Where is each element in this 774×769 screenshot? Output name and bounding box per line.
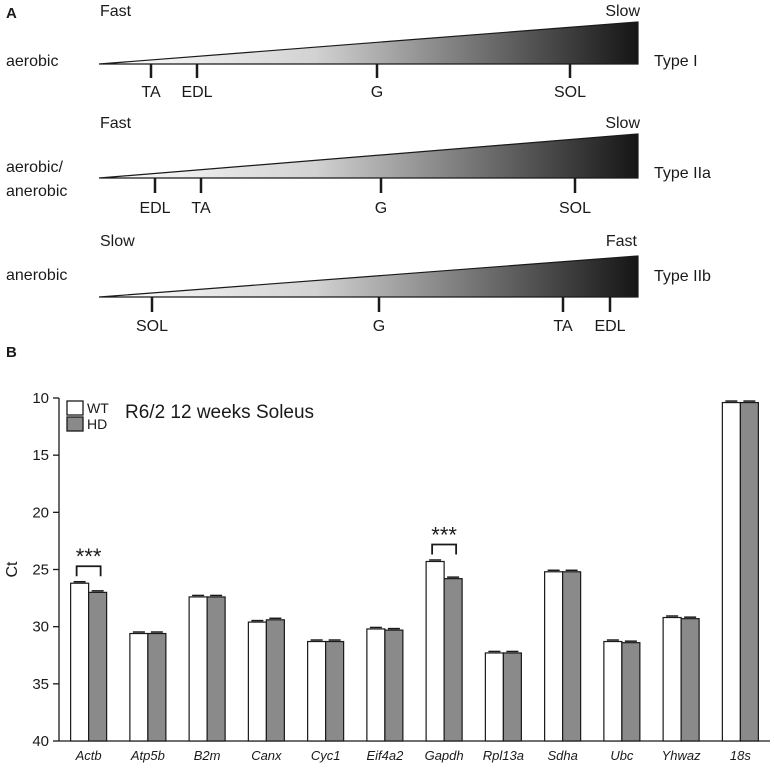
y-tick-label: 20 [32, 504, 49, 521]
row-metabolism-label: anerobic [6, 183, 67, 200]
y-axis-title: Ct [4, 561, 21, 578]
bar-hd-sdha [562, 571, 582, 742]
row-fiber-type-label: Type IIa [654, 165, 711, 182]
muscle-label: EDL [594, 318, 625, 335]
x-category-label: Actb [75, 748, 102, 763]
muscle-label: G [375, 200, 387, 217]
row-start-label: Slow [100, 233, 135, 250]
muscle-label: SOL [559, 200, 591, 217]
legend-label-hd: HD [87, 416, 107, 432]
x-category-label: Yhwaz [662, 748, 702, 763]
x-category-label: Gapdh [425, 748, 464, 763]
row-fiber-type-label: Type IIb [654, 268, 711, 285]
gradient-wedge [98, 21, 639, 65]
bar-wt-eif4a2 [366, 628, 386, 742]
fiber-row-type-iib: Slow Fast anerobic Type IIb SOL G TA EDL [6, 233, 711, 335]
bar-hd-eif4a2 [384, 629, 404, 742]
bar-hd-cyc1 [325, 640, 345, 742]
legend-swatch-wt [66, 400, 84, 416]
legend-swatch-hd [66, 416, 84, 432]
significance-label: *** [76, 544, 102, 569]
bar-hd-rpl13a [502, 652, 522, 742]
fiber-row-type-iia: Fast Slow aerobic/ anerobic Type IIa EDL… [6, 115, 711, 217]
muscle-label: EDL [181, 84, 212, 101]
legend: WT HD [66, 400, 109, 432]
bar-wt-ubc [603, 640, 623, 742]
chart-title: R6/2 12 weeks Soleus [125, 402, 314, 423]
x-category-label: Atp5b [130, 748, 165, 763]
bar-wt-rpl13a [484, 652, 504, 742]
row-start-label: Fast [100, 115, 132, 132]
gradient-wedge [98, 133, 639, 179]
x-category-label: B2m [194, 748, 221, 763]
y-tick-label: 40 [32, 733, 49, 750]
bar-wt-gapdh [425, 560, 445, 742]
bar-wt-cyc1 [307, 640, 327, 742]
bar-wt-sdha [544, 571, 564, 742]
x-category-label: Canx [251, 748, 282, 763]
bar-hd-gapdh [443, 578, 463, 742]
y-tick-label: 30 [32, 619, 49, 636]
y-tick-label: 35 [32, 676, 49, 693]
gradient-wedge [98, 255, 639, 298]
row-end-label: Slow [605, 115, 640, 132]
bar-hd-ubc [621, 642, 641, 742]
muscle-label: EDL [139, 200, 170, 217]
muscle-label: G [371, 84, 383, 101]
bar-hd-18s [739, 401, 759, 742]
bar-hd-yhwaz [680, 618, 700, 742]
muscle-label: TA [141, 84, 161, 101]
bar-hd-atp5b [147, 632, 167, 742]
bar-wt-actb [70, 582, 90, 742]
bar-wt-atp5b [129, 632, 149, 742]
bar-wt-canx [247, 621, 267, 742]
y-tick-label: 15 [32, 447, 49, 464]
fiber-row-type-i: Fast Slow aerobic Type I TA EDL G SOL [6, 3, 698, 101]
row-end-label: Slow [605, 3, 640, 20]
panel-a-letter: A [6, 5, 17, 22]
bar-hd-canx [265, 619, 285, 742]
y-tick-label: 10 [32, 390, 49, 407]
bar-wt-18s [721, 401, 741, 742]
row-start-label: Fast [100, 3, 132, 20]
panel-b-letter: B [6, 344, 17, 361]
x-category-label: Sdha [547, 748, 577, 763]
row-metabolism-label: aerobic/ [6, 159, 63, 176]
bar-wt-yhwaz [662, 616, 682, 742]
muscle-label: TA [553, 318, 573, 335]
bar-hd-actb [88, 591, 108, 742]
bar-wt-b2m [188, 596, 208, 742]
row-metabolism-label: aerobic [6, 53, 58, 70]
row-metabolism-label: anerobic [6, 267, 67, 284]
significance-bracket [75, 565, 102, 577]
significance-bracket [431, 543, 458, 555]
x-category-label: Ubc [610, 748, 634, 763]
muscle-label: TA [191, 200, 211, 217]
x-category-label: Eif4a2 [366, 748, 404, 763]
x-category-label: Rpl13a [483, 748, 524, 763]
muscle-label: G [373, 318, 385, 335]
x-category-label: 18s [730, 748, 751, 763]
muscle-label: SOL [136, 318, 168, 335]
ct-bar-chart: 10 15 20 25 30 35 40 Actb Atp5b B2m Canx Cyc1 Eif4a… [4, 390, 770, 763]
bar-hd-b2m [206, 596, 226, 742]
significance-label: *** [431, 522, 457, 547]
muscle-label: SOL [554, 84, 586, 101]
row-fiber-type-label: Type I [654, 53, 698, 70]
legend-label-wt: WT [87, 400, 109, 416]
row-end-label: Fast [606, 233, 638, 250]
y-tick-label: 25 [32, 562, 49, 579]
x-category-label: Cyc1 [311, 748, 341, 763]
